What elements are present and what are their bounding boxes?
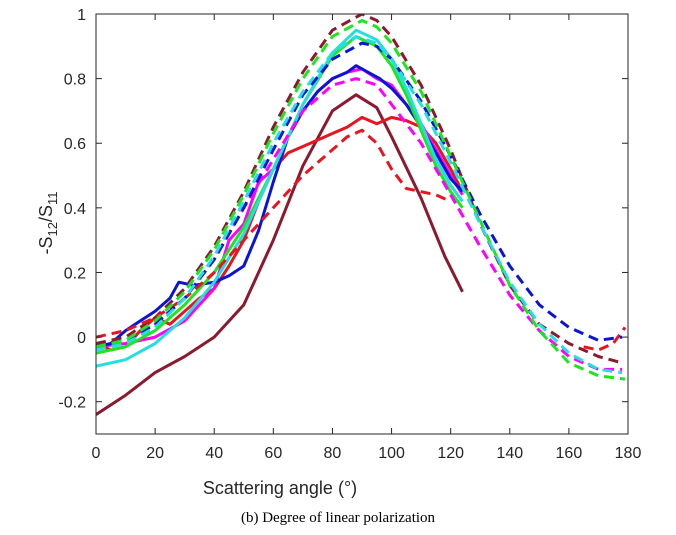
x-tick-label: 140 — [496, 445, 523, 462]
x-tick-label: 100 — [378, 445, 405, 462]
series-line-5-solid — [96, 35, 464, 355]
y-tick-label: 0.6 — [64, 136, 86, 153]
y-tick-label: 1 — [77, 7, 86, 24]
y-axis-label: -S12/S11 — [36, 192, 60, 255]
figure-caption: (b) Degree of linear polarization — [240, 510, 436, 526]
series-line-1-solid — [96, 93, 464, 416]
series-line-11-dashed — [96, 19, 626, 381]
y-tick-label: -0.2 — [58, 395, 86, 412]
axes: 0 20 40 60 80 100 120 140 160 180 -0.2 0 0.2 0.4 0.6 0.… — [58, 7, 641, 462]
series-line-3-solid — [96, 67, 464, 349]
y-tick-label: 0.2 — [64, 265, 86, 282]
x-tick-label: 60 — [264, 445, 282, 462]
chart: 0 20 40 60 80 100 120 140 160 180 -0.2 0 0.2 0.4 0.6 0.… — [36, 7, 641, 498]
x-tick-label: 40 — [205, 445, 223, 462]
x-tick-label: 120 — [437, 445, 464, 462]
x-tick-label: 0 — [92, 445, 101, 462]
series-line-12-dashed — [96, 35, 623, 375]
x-tick-label: 80 — [324, 445, 342, 462]
x-tick-label: 20 — [146, 445, 164, 462]
series-line-4-solid — [96, 64, 464, 349]
y-tick-label: 0.8 — [64, 72, 86, 89]
x-tick-label: 180 — [615, 445, 642, 462]
y-tick-label: 0 — [77, 330, 86, 347]
series-line-8-dashed — [96, 128, 627, 352]
series-line-10-dashed — [96, 41, 623, 349]
x-tick-label: 160 — [556, 445, 583, 462]
axes-box — [95, 13, 629, 435]
x-axis-label: Scattering angle (°) — [203, 478, 357, 498]
y-tick-label: 0.4 — [64, 201, 86, 218]
plot-area — [96, 14, 627, 416]
